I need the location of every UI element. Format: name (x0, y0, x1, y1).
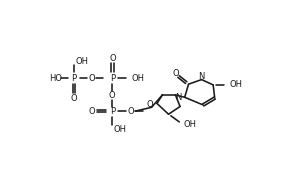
Text: N: N (175, 93, 182, 102)
Text: O: O (71, 94, 77, 103)
Text: O: O (173, 69, 180, 78)
Text: OH: OH (113, 125, 126, 134)
Text: OH: OH (184, 120, 197, 129)
Text: HO: HO (49, 74, 62, 82)
Text: P: P (71, 74, 76, 82)
Text: OH: OH (132, 74, 145, 82)
Text: O: O (88, 74, 95, 82)
Text: O: O (109, 91, 116, 100)
Text: O: O (110, 54, 117, 63)
Text: O: O (88, 107, 95, 116)
Text: P: P (110, 74, 115, 82)
Text: OH: OH (229, 80, 242, 89)
Text: O: O (127, 107, 134, 116)
Text: N: N (199, 72, 205, 81)
Text: OH: OH (75, 57, 88, 66)
Text: P: P (110, 107, 115, 116)
Text: O: O (147, 100, 153, 109)
